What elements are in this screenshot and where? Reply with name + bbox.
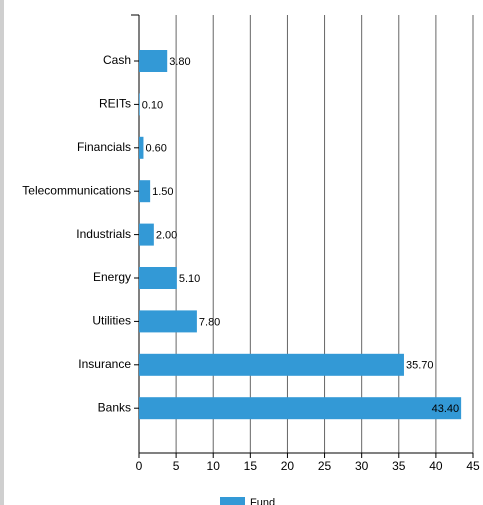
bar [139, 267, 177, 289]
bar [139, 50, 168, 72]
bar [139, 93, 140, 116]
bar [139, 397, 462, 420]
y-tick-label: Telecommunications [22, 183, 131, 197]
value-label: 3.80 [169, 56, 190, 68]
x-tick-label: 45 [466, 459, 480, 473]
y-tick-label: Industrials [76, 227, 131, 241]
bar [139, 310, 197, 333]
x-tick-label: 15 [244, 459, 258, 473]
x-tick-label: 35 [392, 459, 406, 473]
x-tick-label: 30 [355, 459, 369, 473]
x-tick-label: 10 [207, 459, 221, 473]
y-tick-label: Energy [93, 270, 131, 284]
bar [139, 223, 154, 246]
value-label: 2.00 [156, 230, 177, 242]
y-tick-label: Banks [98, 400, 131, 414]
x-tick-label: 0 [136, 459, 143, 473]
value-label: 0.10 [142, 99, 163, 111]
y-tick-label: REITs [99, 97, 131, 111]
value-label: 35.70 [406, 360, 434, 372]
x-tick-label: 5 [173, 459, 180, 473]
y-tick-label: Financials [77, 140, 131, 154]
bar [139, 353, 404, 376]
x-tick-label: 25 [318, 459, 332, 473]
x-tick-label: 40 [429, 459, 443, 473]
legend-swatch [220, 497, 245, 505]
value-label: 43.40 [432, 403, 460, 415]
bar [139, 136, 144, 159]
left-border [0, 0, 4, 505]
value-label: 7.80 [199, 316, 220, 328]
x-tick-label: 20 [281, 459, 295, 473]
value-label: 1.50 [152, 186, 173, 198]
y-tick-label: Insurance [78, 357, 131, 371]
legend-label: Fund [250, 497, 275, 505]
bar [139, 180, 151, 203]
value-label: 0.60 [145, 143, 166, 155]
y-tick-label: Cash [103, 53, 131, 67]
value-label: 5.10 [179, 273, 200, 285]
y-tick-label: Utilities [92, 314, 131, 328]
